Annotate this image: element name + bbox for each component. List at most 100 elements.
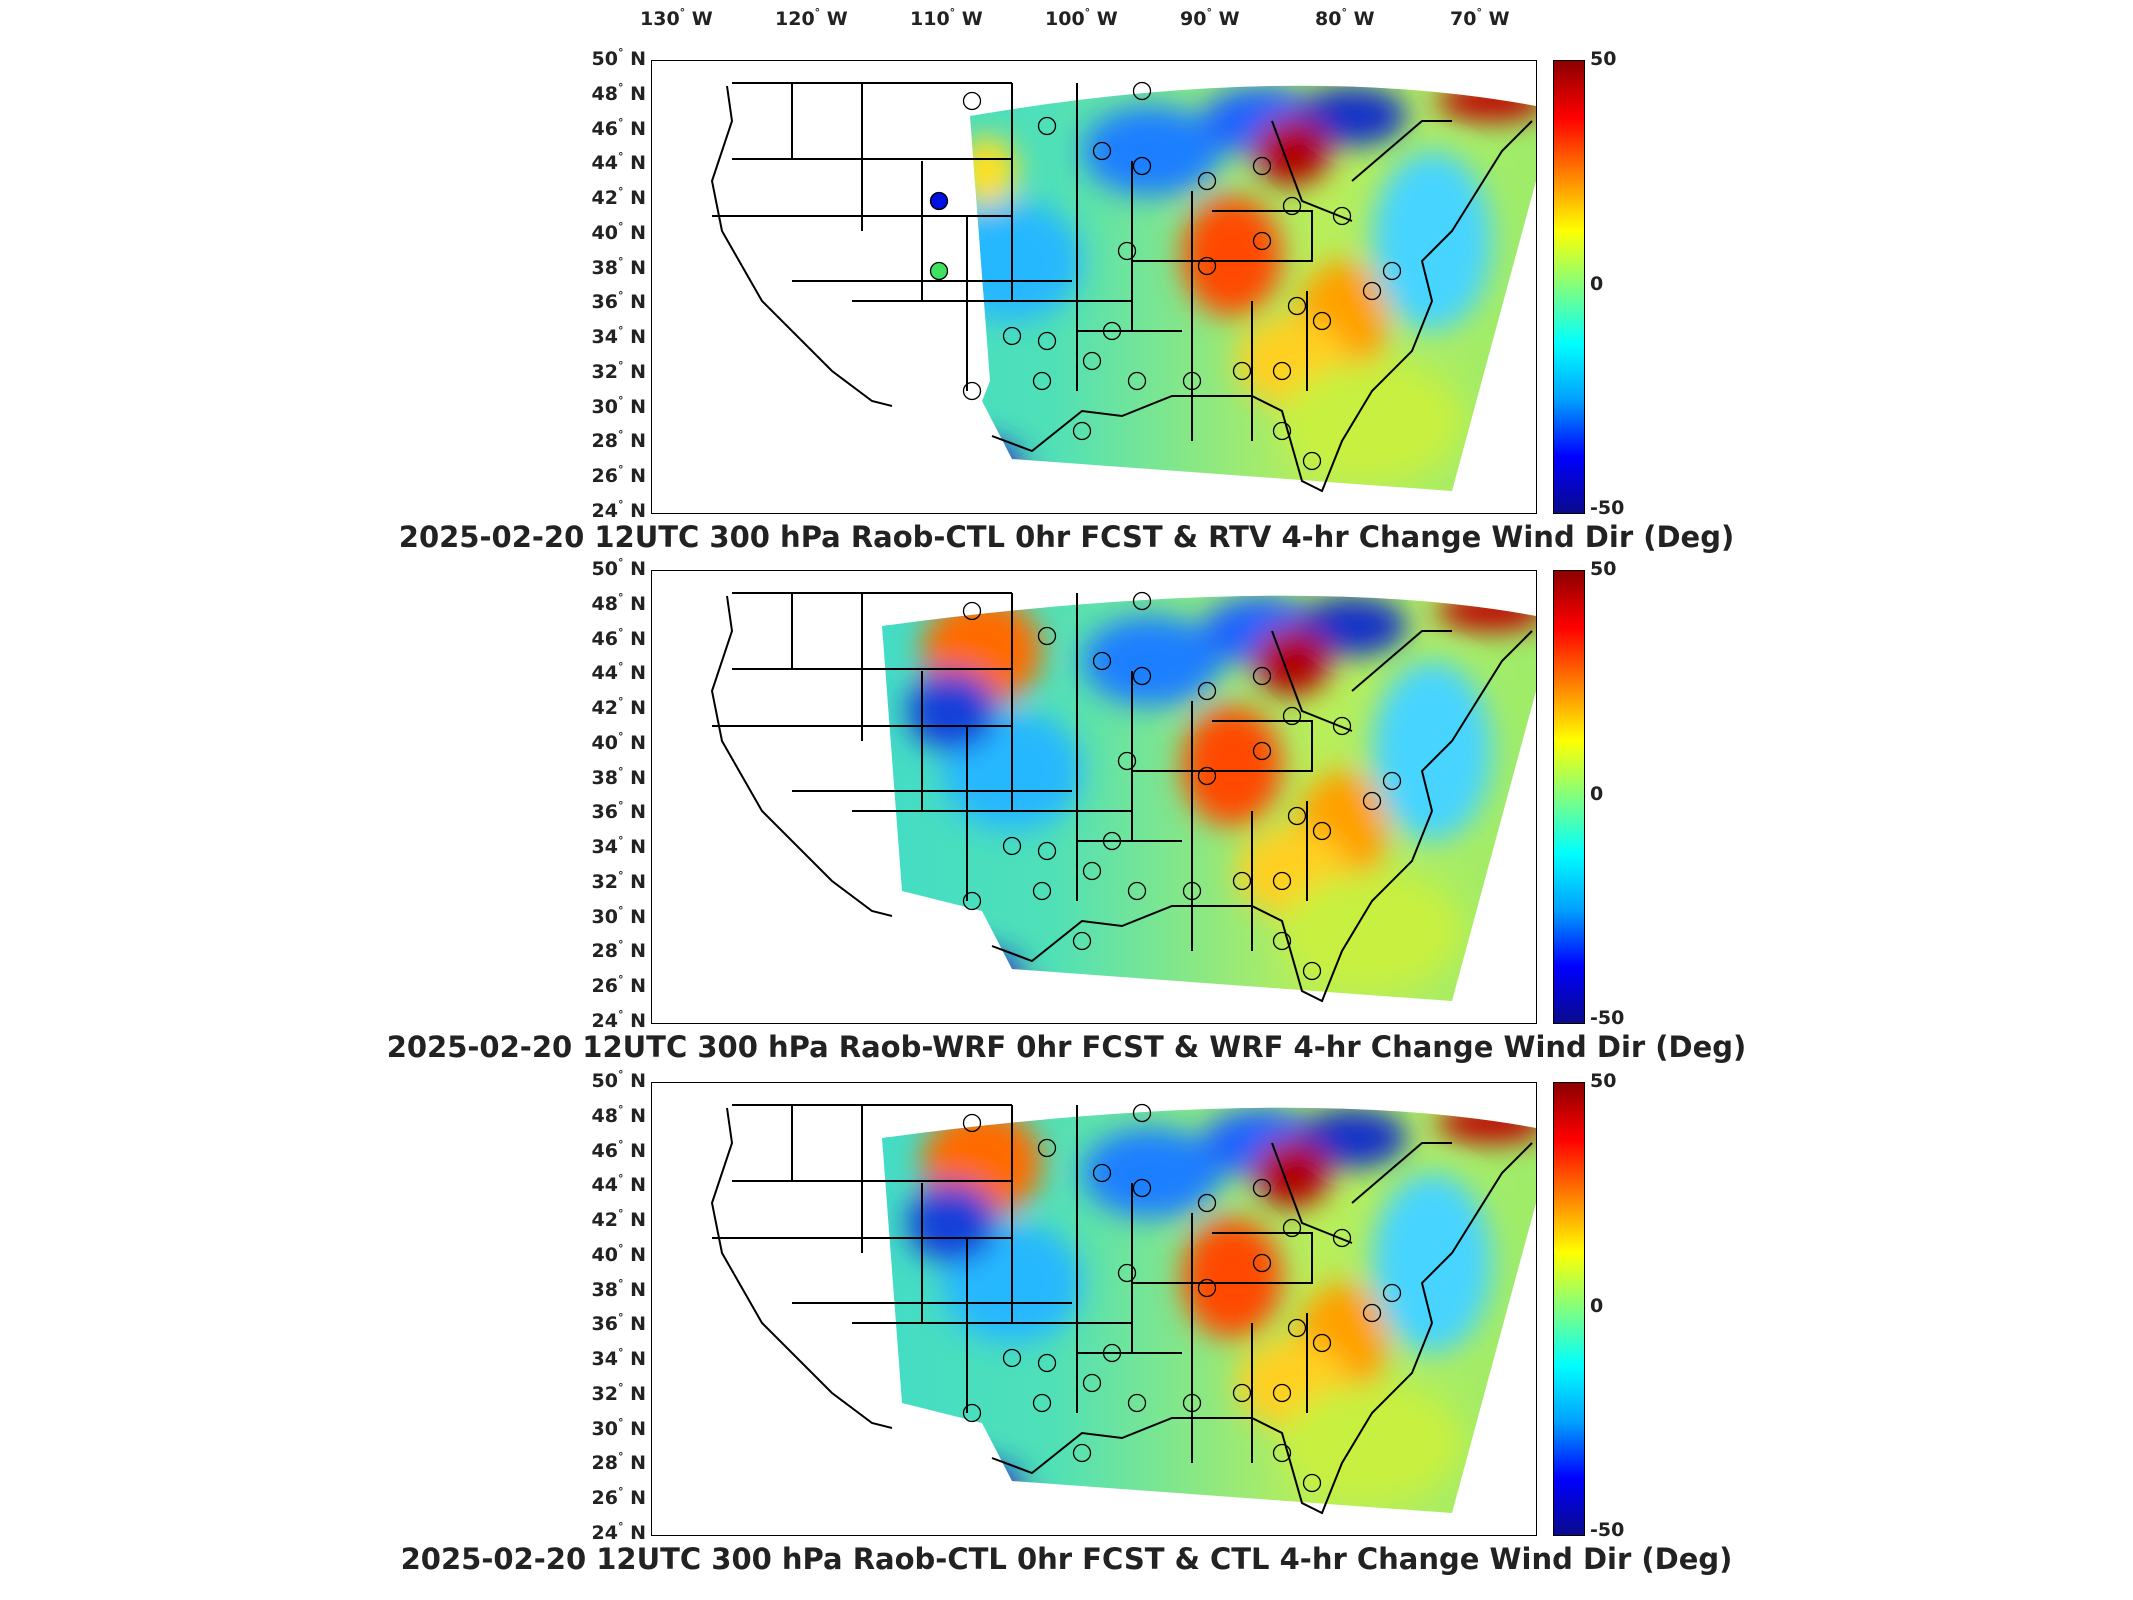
lat-tick-label: 30° N — [584, 903, 646, 928]
raob-station-marker — [1272, 361, 1292, 381]
tick-value: 50 — [591, 48, 618, 70]
colorbar-max-label: 50 — [1590, 558, 1617, 580]
raob-station-marker — [1082, 1373, 1102, 1393]
lat-tick-label: 26° N — [584, 463, 646, 488]
state-boundaries — [710, 592, 1533, 1003]
map-panel-1: 50 0 -50 2025-02-20 12UTC 300 hPa Raob-C… — [0, 0, 2133, 554]
lon-tick-label: 130° W — [640, 6, 713, 30]
raob-station-marker — [1072, 931, 1092, 951]
raob-station-marker — [1232, 871, 1252, 891]
tick-value: 48 — [591, 1104, 618, 1127]
tick-value: 38 — [591, 766, 618, 789]
colorbar-mid-label: 0 — [1590, 273, 1604, 295]
lat-tick-label: 28° N — [584, 1450, 646, 1474]
raob-station-marker — [1037, 626, 1057, 646]
lat-tick-label: 30° N — [584, 394, 646, 418]
hemisphere-suffix: N — [623, 940, 646, 963]
tick-value: 130 — [640, 8, 680, 30]
raob-station-marker — [1102, 321, 1122, 341]
degree-sign: ° — [617, 764, 624, 778]
raob-station-marker — [1382, 261, 1402, 281]
raob-station-marker — [1117, 241, 1137, 261]
raob-station-marker — [1037, 116, 1057, 136]
map-area — [651, 60, 1537, 514]
raob-stations — [962, 591, 1402, 981]
raob-station-marker — [1082, 861, 1102, 881]
raob-station-marker — [1382, 1283, 1402, 1303]
colorbar-mid-label: 0 — [1590, 1295, 1604, 1317]
state-boundaries — [710, 1104, 1533, 1515]
raob-station-marker — [1252, 741, 1272, 761]
lat-tick-label: 44° N — [584, 660, 646, 685]
hemisphere-suffix: W — [1211, 8, 1240, 30]
raob-station-marker — [1302, 1473, 1322, 1493]
colorbar-max-label: 50 — [1590, 1070, 1617, 1092]
wind-direction-map — [710, 81, 1536, 493]
raob-station-marker — [929, 191, 949, 211]
degree-sign: ° — [617, 1450, 624, 1464]
raob-station-marker — [1127, 371, 1147, 391]
degree-sign: ° — [1206, 6, 1212, 19]
raob-station-marker — [1312, 311, 1332, 331]
raob-station-marker — [1382, 771, 1402, 791]
raob-station-marker — [1127, 1393, 1147, 1413]
degree-sign: ° — [617, 498, 624, 511]
degree-sign: ° — [617, 903, 624, 917]
hemisphere-suffix: N — [623, 395, 646, 418]
lat-tick-label: 34° N — [584, 1346, 646, 1371]
hemisphere-suffix: N — [623, 662, 646, 685]
raob-station-marker — [1252, 1253, 1272, 1273]
raob-station-marker — [1092, 1163, 1112, 1183]
hemisphere-suffix: W — [955, 8, 983, 30]
degree-sign: ° — [617, 1008, 624, 1021]
hemisphere-suffix: N — [623, 1243, 646, 1266]
tick-value: 32 — [591, 1382, 618, 1405]
tick-value: 44 — [591, 152, 618, 175]
degree-sign: ° — [617, 1068, 624, 1081]
hemisphere-suffix: N — [623, 1278, 646, 1301]
hemisphere-suffix: N — [623, 48, 646, 70]
lon-tick-label: 70° W — [1450, 6, 1510, 30]
tick-value: 36 — [591, 1313, 618, 1336]
lat-tick-label: 46° N — [584, 116, 646, 140]
raob-station-marker — [1332, 716, 1352, 736]
tick-value: 28 — [591, 430, 618, 453]
lat-tick-label: 50° N — [584, 1068, 646, 1092]
hemisphere-suffix: W — [1346, 8, 1375, 30]
raob-station-marker — [1117, 751, 1137, 771]
degree-sign: ° — [617, 556, 624, 569]
tick-value: 36 — [591, 291, 618, 314]
hemisphere-suffix: N — [623, 592, 646, 615]
degree-sign: ° — [617, 1241, 624, 1255]
hemisphere-suffix: W — [685, 8, 713, 30]
tick-value: 80 — [1315, 8, 1342, 30]
degree-sign: ° — [617, 1102, 624, 1116]
panel-title: 2025-02-20 12UTC 300 hPa Raob-CTL 0hr FC… — [400, 1542, 1733, 1576]
raob-station-marker — [1182, 1393, 1202, 1413]
lat-tick-label: 34° N — [584, 834, 646, 858]
hemisphere-suffix: N — [623, 975, 646, 998]
hemisphere-suffix: N — [623, 697, 646, 720]
degree-sign: ° — [814, 6, 821, 19]
hemisphere-suffix: N — [623, 291, 646, 314]
hemisphere-suffix: N — [623, 1487, 646, 1510]
degree-sign: ° — [617, 1276, 624, 1290]
raob-station-marker — [1302, 451, 1322, 471]
raob-station-marker — [1037, 841, 1057, 861]
lat-tick-label: 38° N — [584, 255, 646, 279]
hemisphere-suffix: N — [623, 465, 646, 488]
raob-station-marker — [1332, 1228, 1352, 1248]
tick-value: 40 — [591, 731, 618, 754]
raob-station-marker — [1002, 836, 1022, 856]
raob-station-marker — [1312, 1333, 1332, 1353]
raob-station-marker — [1037, 331, 1057, 351]
hemisphere-suffix: N — [623, 870, 646, 893]
tick-value: 34 — [591, 1348, 618, 1371]
raob-station-marker — [962, 91, 982, 111]
raob-station-marker — [962, 381, 982, 401]
colorbar — [1553, 60, 1585, 514]
raob-station-marker — [1032, 371, 1052, 391]
tick-value: 46 — [591, 627, 618, 650]
hemisphere-suffix: N — [623, 1382, 646, 1405]
tick-value: 42 — [591, 697, 618, 720]
